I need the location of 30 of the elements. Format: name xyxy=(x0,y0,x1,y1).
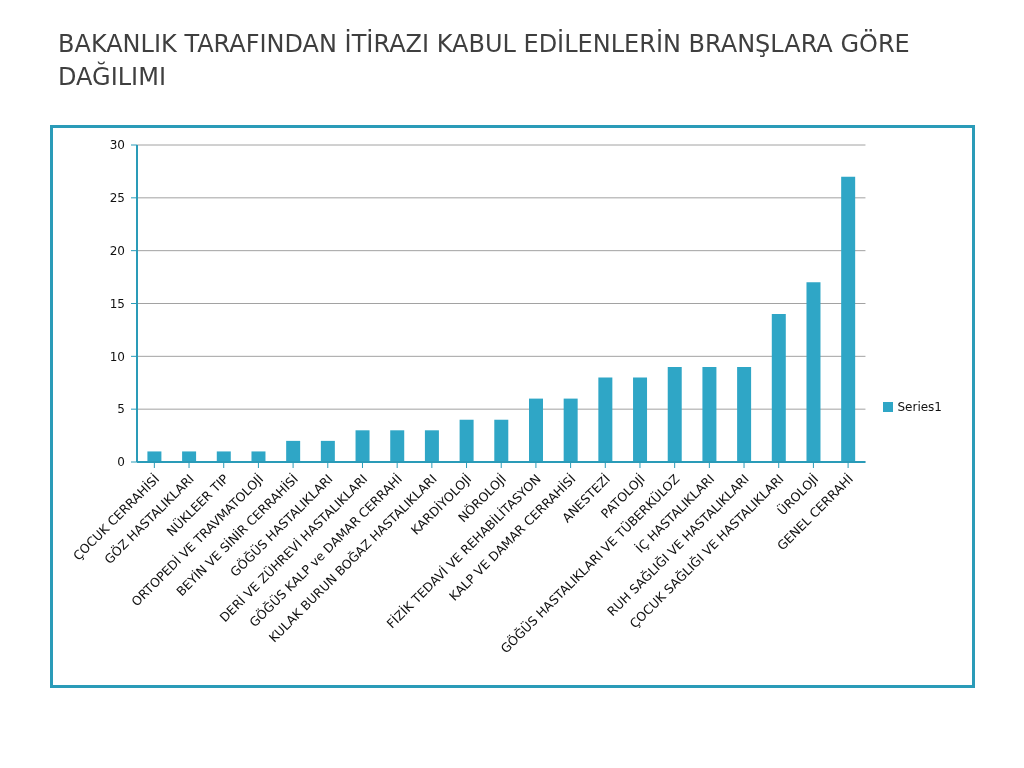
bar xyxy=(737,366,752,462)
bar xyxy=(459,419,474,462)
bar xyxy=(563,398,578,462)
y-tick-label: 20 xyxy=(109,243,125,258)
bar xyxy=(286,440,301,462)
bar xyxy=(598,377,613,462)
y-tick-label: 30 xyxy=(109,138,125,153)
bar xyxy=(424,430,439,462)
bar xyxy=(182,451,197,462)
bar xyxy=(771,314,786,462)
bar xyxy=(702,366,717,462)
bar xyxy=(494,419,509,462)
bar xyxy=(667,366,682,462)
bar xyxy=(355,430,370,462)
bar xyxy=(806,282,821,462)
bar xyxy=(147,451,162,462)
bar xyxy=(390,430,405,462)
bar xyxy=(251,451,266,462)
legend-label: Series1 xyxy=(897,399,942,414)
bar xyxy=(633,377,648,462)
y-tick-label: 25 xyxy=(109,191,125,206)
y-tick-label: 10 xyxy=(109,349,125,364)
y-tick-label: 0 xyxy=(117,455,125,470)
bar xyxy=(216,451,231,462)
bar xyxy=(528,398,543,462)
chart-title: BAKANLIK TARAFINDAN İTİRAZI KABUL EDİLENLERİN BRANŞLARA GÖRE DAĞILIMI xyxy=(58,28,911,93)
y-tick-label: 5 xyxy=(117,402,125,417)
y-tick-label: 15 xyxy=(109,296,125,311)
bar xyxy=(320,440,335,462)
bar xyxy=(841,176,856,462)
